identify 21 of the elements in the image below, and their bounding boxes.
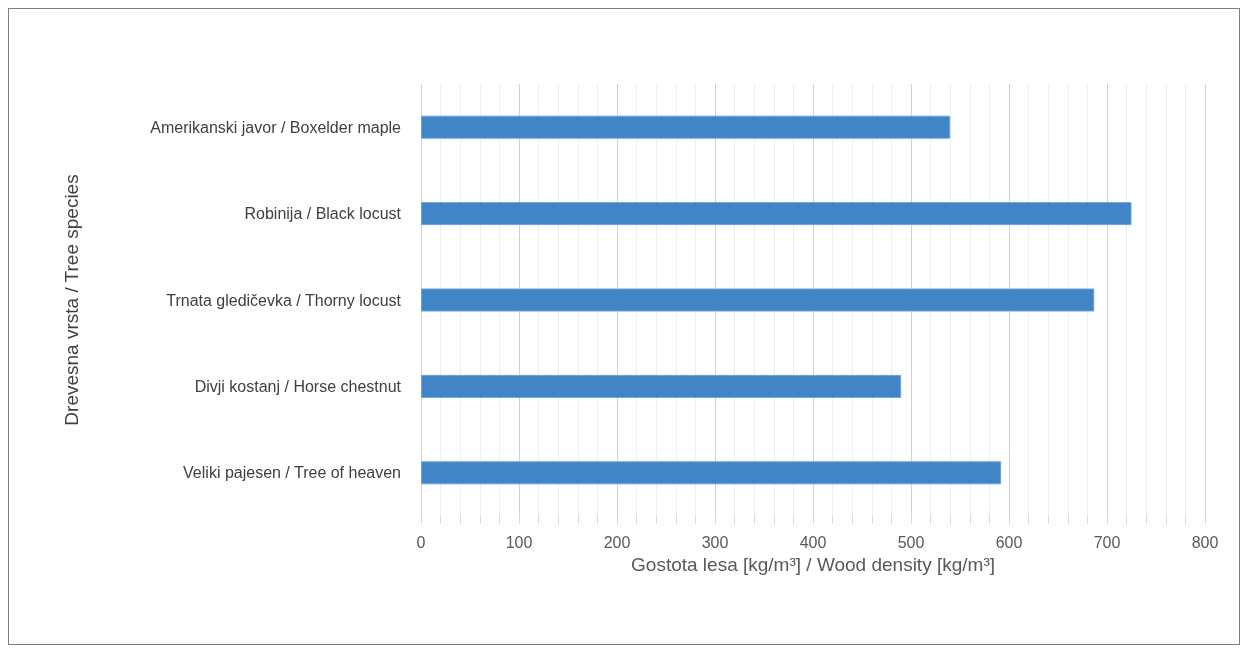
y-tick-label: Amerikanski javor / Boxelder maple — [150, 118, 402, 136]
y-tick-label: Veliki pajesen / Tree of heaven — [183, 464, 401, 482]
y-tick-label: Trnata gledičevka / Thorny locust — [166, 291, 402, 309]
x-tick-label: 600 — [995, 533, 1023, 551]
y-axis-title: Drevesna vrsta / Tree species — [61, 174, 82, 426]
bar — [421, 202, 1132, 226]
x-axis-title: Gostota lesa [kg/m³] / Wood density [kg/m³] — [631, 553, 995, 575]
x-tick-label: 0 — [416, 533, 426, 551]
y-tick-label: Divji kostanj / Horse chestnut — [194, 377, 402, 395]
x-tick-label: 300 — [701, 533, 729, 551]
bar — [421, 288, 1095, 312]
bar — [421, 461, 1002, 485]
bar — [421, 374, 902, 398]
x-tick-label: 700 — [1093, 533, 1121, 551]
x-tick-label: 100 — [505, 533, 533, 551]
y-tick-label: Robinija / Black locust — [244, 205, 402, 223]
x-tick-label: 500 — [897, 533, 925, 551]
bar — [421, 115, 951, 139]
x-tick-label: 800 — [1191, 533, 1219, 551]
x-tick-label: 400 — [799, 533, 827, 551]
x-tick-label: 200 — [603, 533, 631, 551]
